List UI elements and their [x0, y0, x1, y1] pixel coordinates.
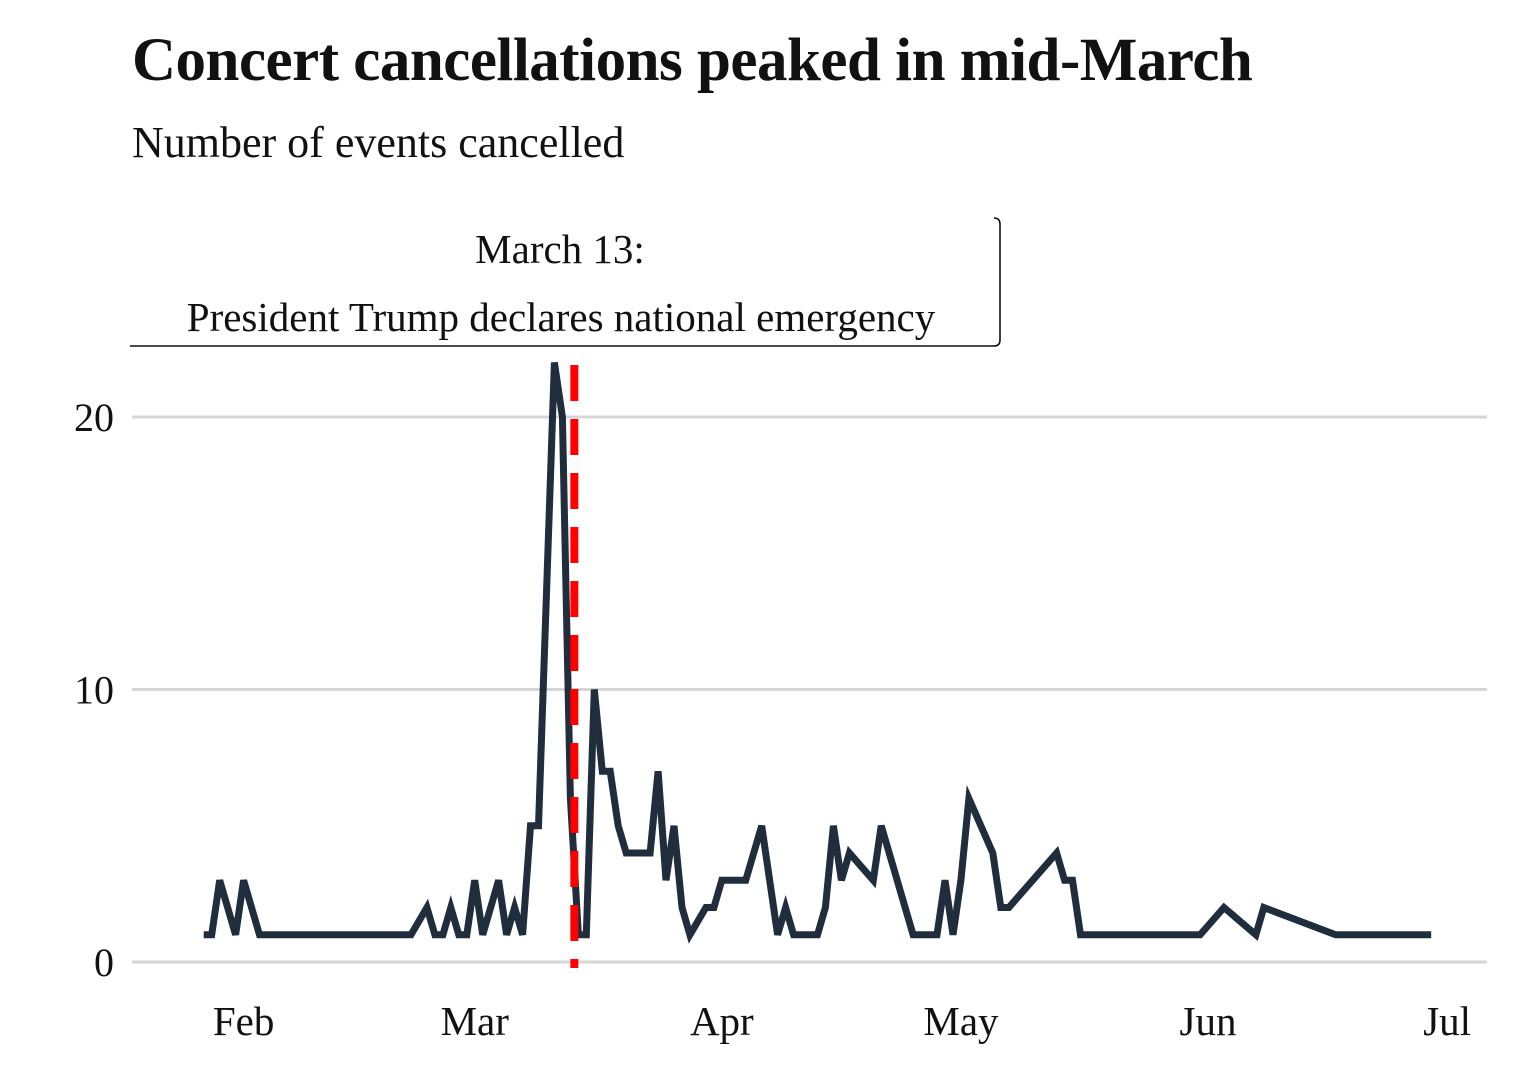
x-tick-label: Jun [1180, 998, 1237, 1044]
y-axis-tick-labels: 0 10 20 [74, 395, 114, 985]
gridlines [132, 415, 1487, 964]
annotation-label-line-1: March 13: [475, 226, 645, 272]
x-tick-label: May [923, 998, 999, 1044]
y-tick-label: 10 [74, 668, 114, 713]
y-tick-label: 0 [94, 940, 114, 985]
series-layer [203, 361, 1432, 944]
chart-title: Concert cancellations peaked in mid-Marc… [132, 27, 1253, 94]
x-axis-tick-labels: Feb Mar Apr May Jun Jul [213, 998, 1471, 1044]
series-line-0 [203, 361, 1432, 944]
annotation: March 13: President Trump declares natio… [130, 217, 1001, 968]
annotation-label-line-2: President Trump declares national emerge… [187, 294, 936, 340]
x-tick-label: Mar [441, 998, 510, 1044]
annotation-label-box [130, 217, 1001, 347]
x-tick-label: Apr [690, 998, 754, 1044]
y-tick-label: 20 [74, 395, 114, 440]
x-tick-label: Jul [1423, 998, 1471, 1044]
x-tick-label: Feb [213, 998, 275, 1044]
chart-subtitle: Number of events cancelled [132, 118, 625, 167]
